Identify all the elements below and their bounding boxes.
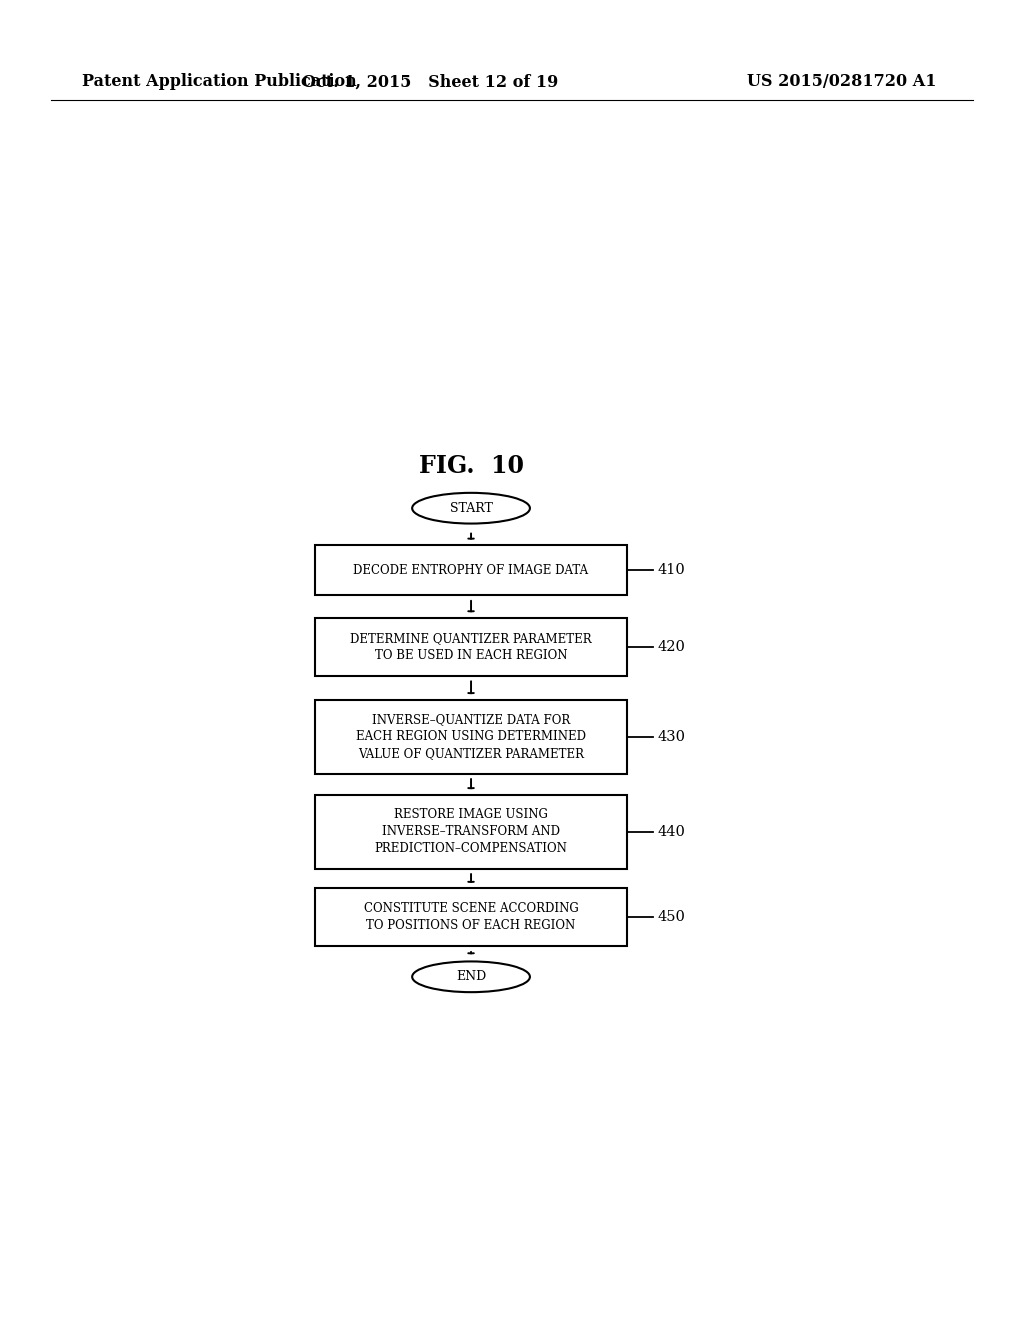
Text: 410: 410 <box>658 564 686 577</box>
FancyBboxPatch shape <box>315 545 627 595</box>
Text: FIG.  10: FIG. 10 <box>419 454 523 478</box>
FancyBboxPatch shape <box>315 618 627 676</box>
Text: Oct. 1, 2015   Sheet 12 of 19: Oct. 1, 2015 Sheet 12 of 19 <box>302 74 558 90</box>
Text: DECODE ENTROPHY OF IMAGE DATA: DECODE ENTROPHY OF IMAGE DATA <box>353 564 589 577</box>
Text: DETERMINE QUANTIZER PARAMETER
TO BE USED IN EACH REGION: DETERMINE QUANTIZER PARAMETER TO BE USED… <box>350 632 592 661</box>
Text: Patent Application Publication: Patent Application Publication <box>82 74 356 90</box>
Text: END: END <box>456 970 486 983</box>
Ellipse shape <box>412 961 530 993</box>
Text: US 2015/0281720 A1: US 2015/0281720 A1 <box>748 74 937 90</box>
Text: 450: 450 <box>658 911 686 924</box>
Text: 440: 440 <box>658 825 686 838</box>
FancyBboxPatch shape <box>315 700 627 774</box>
Text: START: START <box>450 502 493 515</box>
Text: 420: 420 <box>658 640 686 653</box>
FancyBboxPatch shape <box>315 888 627 946</box>
Text: RESTORE IMAGE USING
INVERSE–TRANSFORM AND
PREDICTION–COMPENSATION: RESTORE IMAGE USING INVERSE–TRANSFORM AN… <box>375 808 567 855</box>
FancyBboxPatch shape <box>315 795 627 869</box>
Text: CONSTITUTE SCENE ACCORDING
TO POSITIONS OF EACH REGION: CONSTITUTE SCENE ACCORDING TO POSITIONS … <box>364 903 579 932</box>
Ellipse shape <box>412 492 530 524</box>
Text: INVERSE–QUANTIZE DATA FOR
EACH REGION USING DETERMINED
VALUE OF QUANTIZER PARAME: INVERSE–QUANTIZE DATA FOR EACH REGION US… <box>356 713 586 760</box>
Text: 430: 430 <box>658 730 686 743</box>
